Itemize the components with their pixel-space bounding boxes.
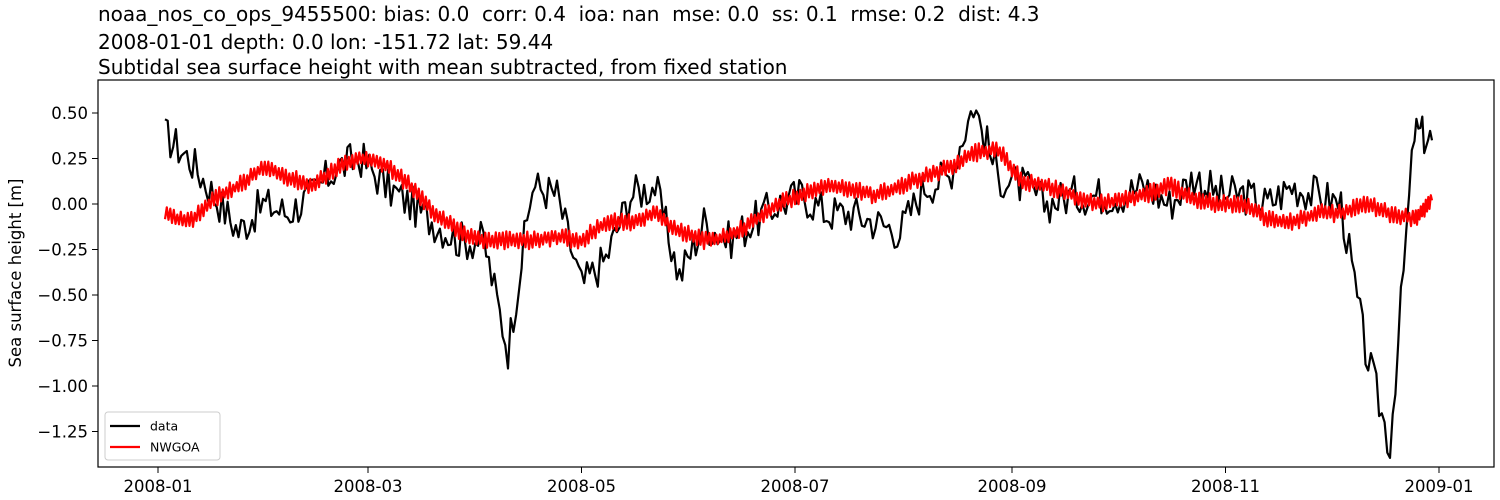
- chart-title-location: 2008-01-01 depth: 0.0 lon: -151.72 lat: …: [98, 30, 554, 54]
- y-tick-label: −0.50: [37, 286, 88, 305]
- y-tick-label: −1.25: [37, 423, 88, 442]
- y-axis-label: Sea surface height [m]: [6, 179, 25, 368]
- x-tick-label: 2008-05: [547, 477, 616, 496]
- x-tick-label: 2008-11: [1191, 477, 1260, 496]
- y-tick-label: −1.00: [37, 377, 88, 396]
- y-axis: 0.50 0.25 0.00 −0.25 −0.50 −0.75 −1.00 −1.25: [37, 104, 98, 442]
- y-tick-label: −0.25: [37, 241, 88, 260]
- plot-area: [97, 79, 1495, 468]
- axes-frame: [97, 79, 1495, 468]
- x-tick-label: 2008-01: [124, 477, 193, 496]
- nwgoa-series-line: [163, 141, 1434, 251]
- y-tick-label: −0.75: [37, 332, 88, 351]
- y-tick-label: 0.00: [51, 195, 88, 214]
- chart-title-stats: noaa_nos_co_ops_9455500: bias: 0.0 corr:…: [98, 2, 1040, 26]
- x-tick-label: 2008-07: [761, 477, 830, 496]
- chart-title-description: Subtidal sea surface height with mean su…: [98, 55, 788, 79]
- legend-label-data: data: [150, 419, 178, 434]
- y-tick-label: 0.50: [51, 104, 88, 123]
- y-tick-label: 0.25: [51, 150, 88, 169]
- x-tick-label: 2009-01: [1405, 477, 1474, 496]
- x-tick-label: 2008-03: [334, 477, 403, 496]
- legend-label-nwgoa: NWGOA: [150, 440, 200, 455]
- legend: data NWGOA: [104, 411, 221, 461]
- x-tick-label: 2008-09: [978, 477, 1047, 496]
- x-axis: 2008-01 2008-03 2008-05 2008-07 2008-09 2008-…: [124, 467, 1474, 496]
